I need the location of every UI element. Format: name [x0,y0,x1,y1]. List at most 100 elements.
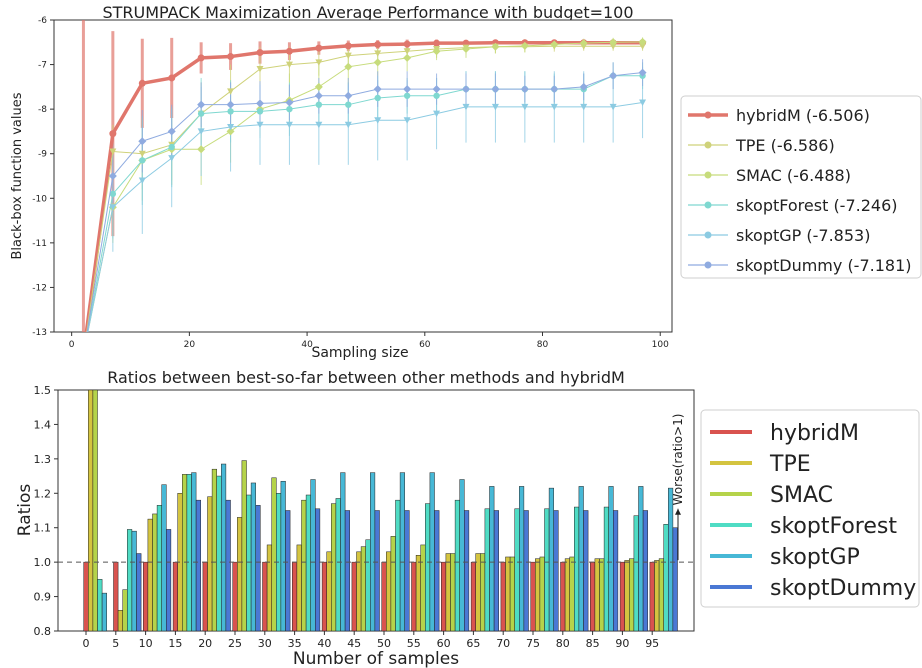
bar [331,503,337,632]
y-tick-label: 1.4 [34,418,52,431]
data-point [315,101,323,108]
x-tick-label: 5 [112,637,119,650]
data-point [168,143,175,151]
bar [83,561,89,632]
y-tick-label: -6 [38,16,47,26]
data-point [285,47,293,55]
bar [548,487,554,632]
line-chart-series [84,37,647,332]
y-tick-label: 1.2 [34,487,52,500]
bar-chart-axes: 0.8 0.9 1.0 1.1 1.2 1.3 1.4 1.5 0 5 10 15 20 25 30 35 40… [34,384,660,650]
series-line [87,41,643,332]
bar [489,486,495,632]
legend-marker [704,201,712,209]
y-tick-label: 1.3 [34,453,52,466]
data-point [462,44,470,53]
data-point [109,130,117,138]
data-point [520,85,529,94]
data-point [256,66,264,73]
legend-label: skoptDummy [770,576,916,601]
data-point [639,99,647,106]
legend-label: TPE [769,452,811,477]
bar [500,561,506,632]
bar [310,479,316,632]
x-tick-label: 80 [537,340,549,350]
x-tick-label: 20 [184,340,196,350]
bar [624,560,630,632]
data-point [403,85,412,94]
bar [411,561,417,632]
data-point [226,100,235,109]
bar [241,460,247,632]
bar [365,539,371,632]
data-point [609,38,618,47]
data-point [521,103,529,111]
legend-label: SMAC [770,483,833,508]
bar [386,551,392,632]
bar [603,506,609,632]
bar [574,506,580,632]
bar [429,472,435,632]
data-point [403,48,411,55]
bar [221,463,227,632]
data-point [315,44,323,52]
data-point [315,121,323,129]
x-tick-label: 40 [317,637,331,650]
bar [182,474,188,632]
data-point [285,98,294,107]
bar-chart-y-axis-label: Ratios [15,484,35,537]
y-tick-label: -7 [38,61,47,71]
bar [191,472,197,632]
bar [420,544,426,632]
data-point [609,103,617,111]
bar [225,499,231,632]
line-chart-axes: 0 20 40 60 80 100 -13 -12 -11 -10 -9 -8 -7 -6 [32,16,669,350]
data-point [432,47,441,56]
x-tick-label: 100 [652,340,669,350]
data-point [167,127,176,136]
data-point [344,42,352,50]
y-tick-label: 1.0 [34,556,52,569]
x-tick-label: 95 [645,637,659,650]
bar [399,472,405,632]
legend-box [680,95,922,279]
bar [480,553,486,632]
bar [594,558,600,632]
bar [360,546,366,632]
bar [305,494,311,632]
bar [195,499,201,632]
bar [370,472,376,632]
data-point [168,74,176,82]
y-tick-label: 0.8 [34,625,52,638]
data-point [315,59,323,66]
bar [395,499,401,632]
data-point [109,190,117,198]
data-point [168,155,176,162]
legend-label: hybridM (-6.506) [736,106,870,125]
data-point [197,145,206,154]
bar [454,499,460,632]
bar-chart-title: Ratios between best-so-far between other… [107,368,625,387]
y-tick-label: -9 [38,150,47,160]
data-point [227,88,235,95]
bar [381,561,387,632]
data-point [609,71,618,80]
bar [237,517,243,632]
line-chart-plot-area [53,19,673,333]
line-chart-title: STRUMPACK Maximization Average Performan… [102,3,633,22]
x-tick-label: 40 [301,340,313,350]
bar [590,561,596,632]
data-point [108,172,117,180]
data-point [462,85,470,94]
line-chart: STRUMPACK Maximization Average Performan… [10,3,922,361]
bar [315,508,321,632]
data-point [109,148,117,155]
data-point [256,49,264,57]
bar [340,472,346,632]
data-point [138,150,146,158]
data-point [256,99,264,108]
bar [374,510,380,632]
data-point [491,103,499,111]
series-line [86,45,643,332]
